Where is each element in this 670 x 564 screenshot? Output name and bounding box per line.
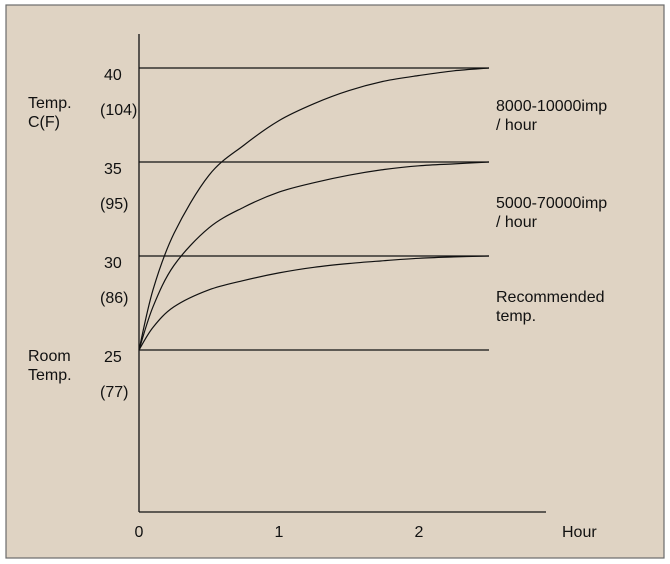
room-temp-label: Room Temp. [28,348,75,384]
y-tick-labels: 40 (104) 35 (95) 30 (86) 25 (77) [100,67,137,401]
series-line-2 [138,161,490,351]
series-line-3 [138,255,490,351]
y-axis-label-line-1: Temp. [28,95,72,112]
series-label-2-line-1: 5000-70000imp [496,195,607,212]
series-line-1 [138,67,490,351]
series-label-1: 8000-10000imp / hour [496,98,607,134]
x-tick-labels: 0 1 2 [135,524,424,541]
x-tick-label-0: 0 [135,524,144,541]
y-tick-f-label-25: (77) [100,384,128,401]
series-label-1-line-1: 8000-10000imp [496,98,607,115]
series-label-2-line-2: / hour [496,214,538,231]
series-label-2: 5000-70000imp / hour [496,195,607,231]
series-curves [138,67,490,351]
x-axis-label: Hour [562,524,597,541]
room-temp-label-line-1: Room [28,348,71,365]
y-tick-label-25: 25 [104,349,122,366]
series-label-1-line-2: / hour [496,117,538,134]
x-tick-label-2: 2 [415,524,424,541]
y-axis-label-line-2: C(F) [28,114,60,131]
chart-frame [5,4,665,559]
reference-lines [139,67,489,351]
y-tick-f-label-30: (86) [100,290,128,307]
series-labels: 8000-10000imp / hour 5000-70000imp / hour Re… [496,98,607,325]
y-tick-label-30: 30 [104,255,122,272]
series-label-3: Recommended temp. [496,289,605,325]
series-label-3-line-2: temp. [496,308,536,325]
room-temp-label-line-2: Temp. [28,367,72,384]
series-label-3-line-1: Recommended [496,289,605,306]
y-tick-f-label-35: (95) [100,196,128,213]
y-axis-label: Temp. C(F) [28,95,76,131]
y-tick-label-35: 35 [104,161,122,178]
y-tick-f-label-40: (104) [100,102,137,119]
x-tick-label-1: 1 [275,524,284,541]
y-tick-label-40: 40 [104,67,122,84]
